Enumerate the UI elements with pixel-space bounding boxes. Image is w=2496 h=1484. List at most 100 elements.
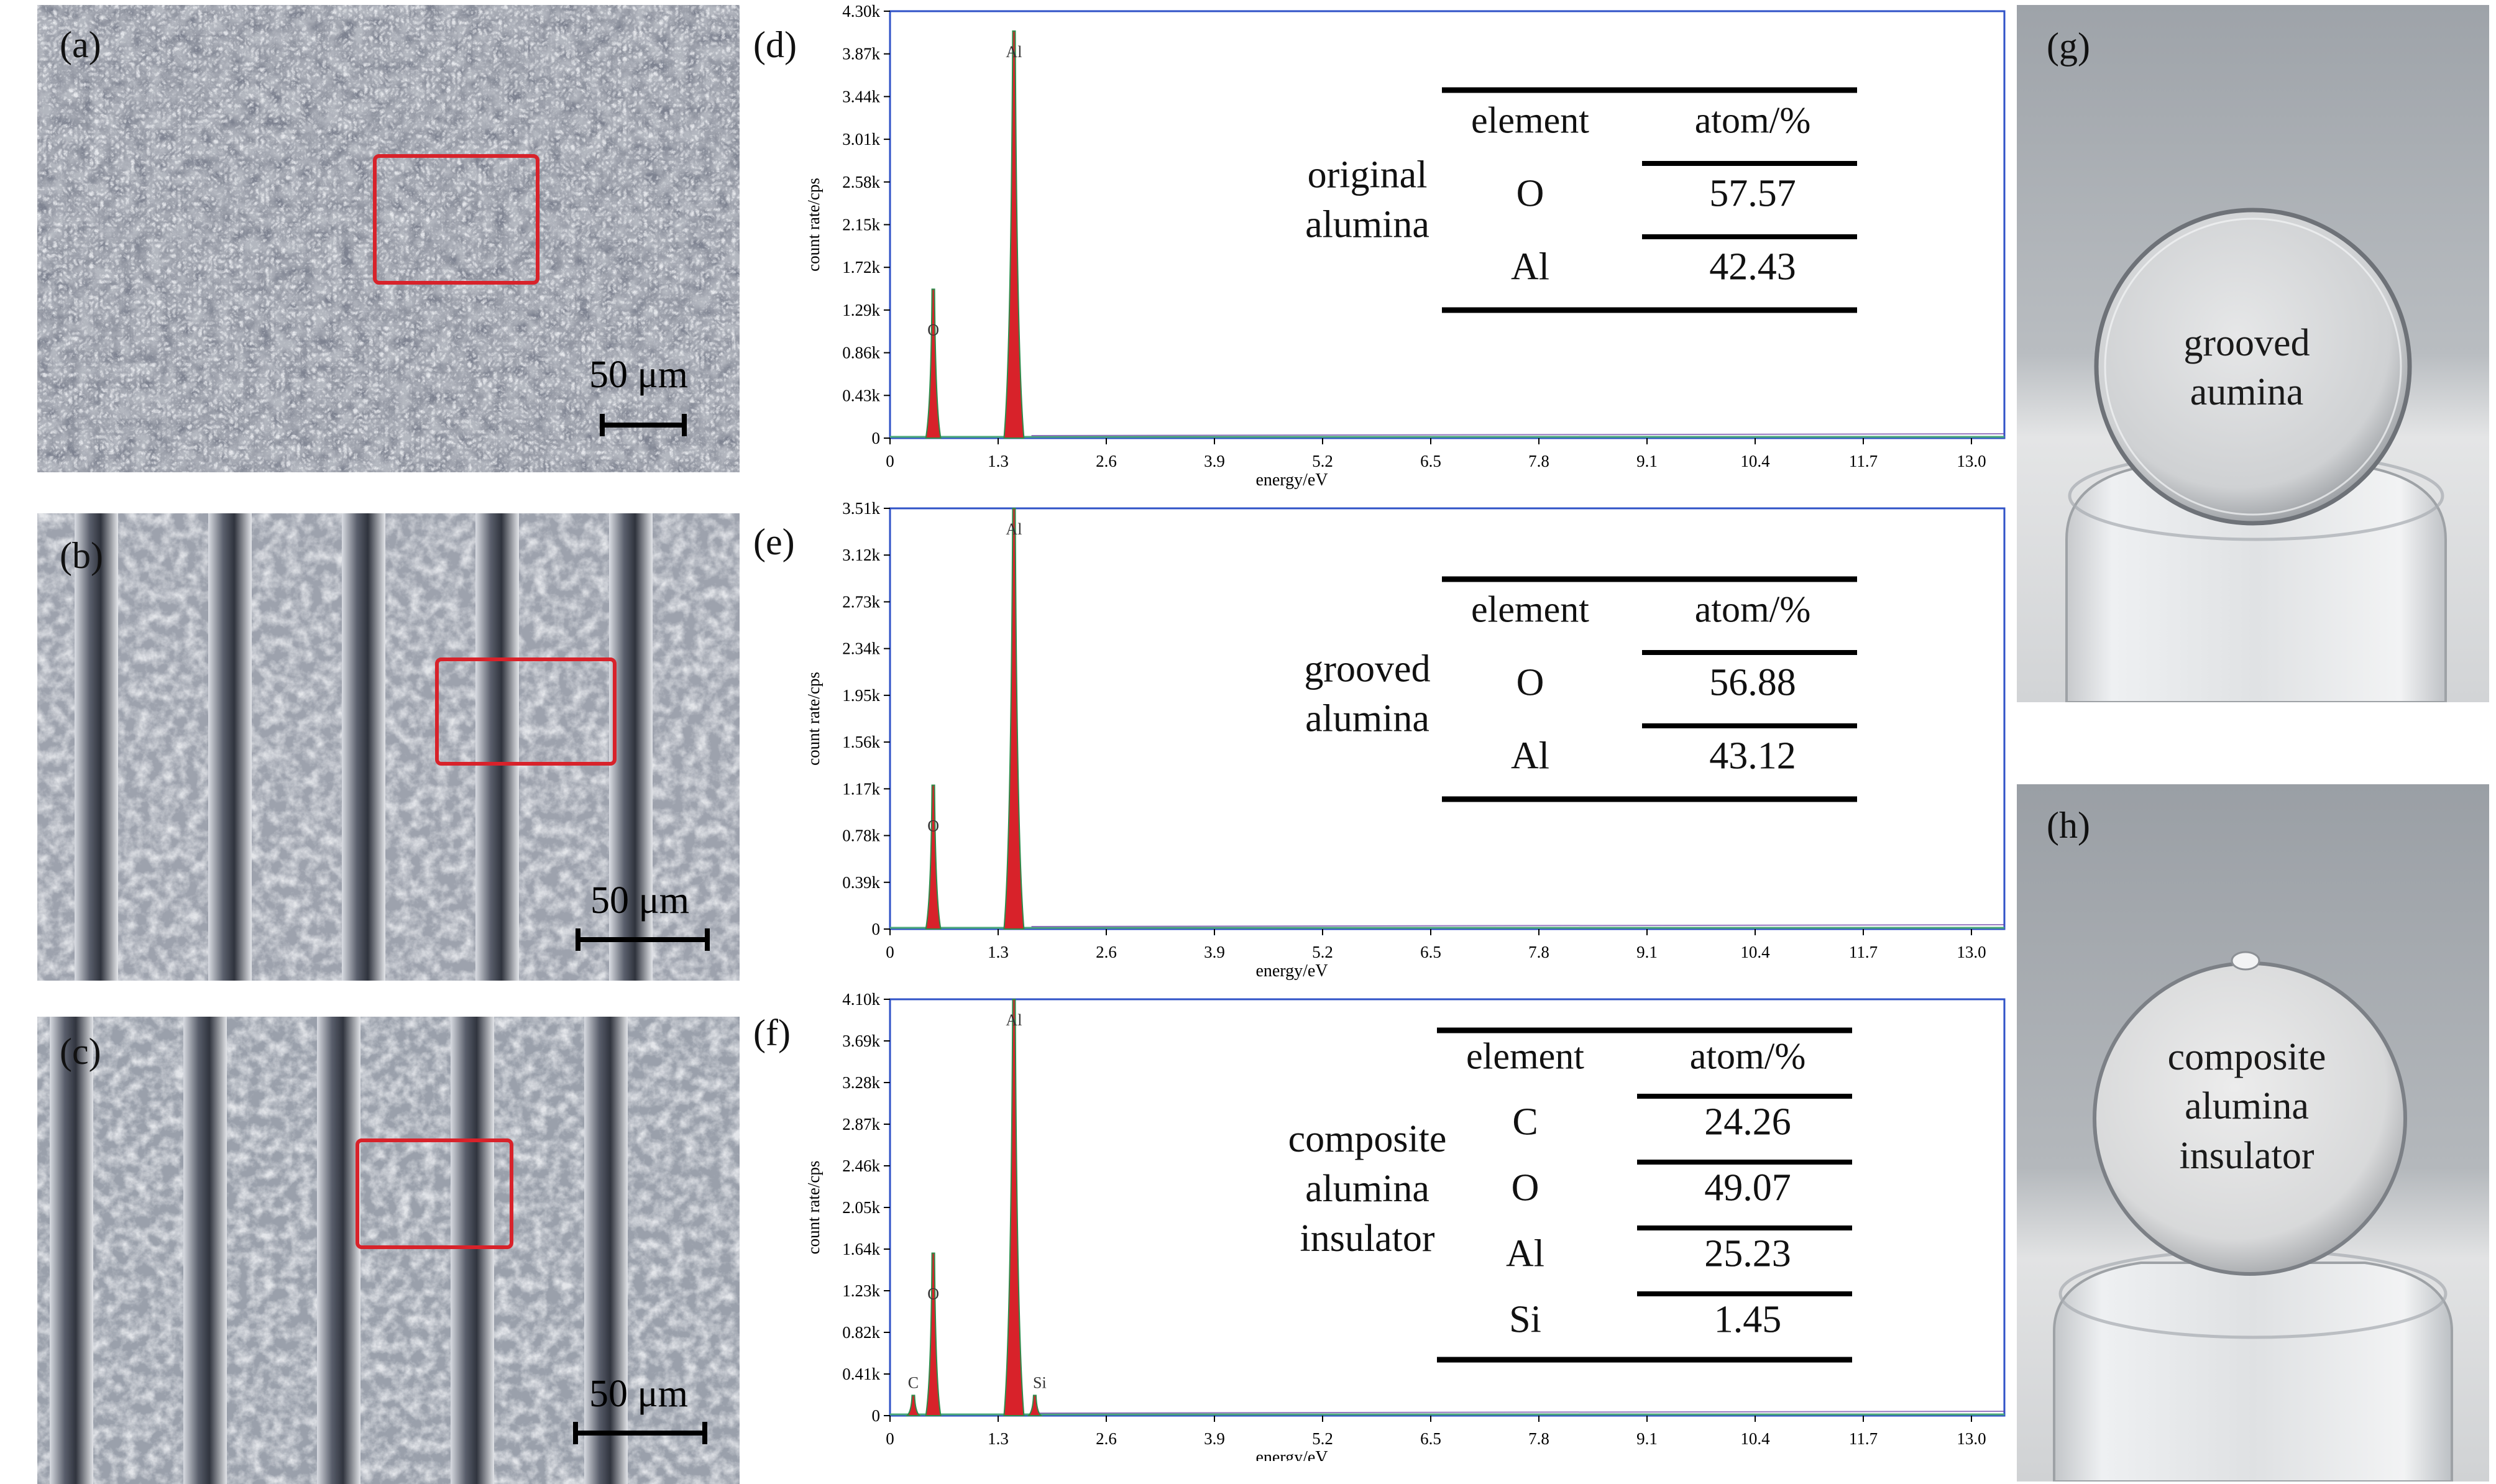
y-tick-label: 3.12k (842, 546, 880, 564)
table-cell-element: O (1512, 1166, 1539, 1209)
table-cell-value: 42.43 (1709, 245, 1796, 288)
peak-o (925, 784, 942, 930)
y-tick-label: 0 (872, 429, 881, 447)
y-tick-label: 3.69k (842, 1032, 880, 1050)
x-tick-label: 11.7 (1849, 1429, 1878, 1448)
sem-panel-b: (b) 50 μm (37, 513, 740, 981)
photo-composite-sample (2017, 784, 2489, 1482)
y-tick-label: 2.05k (842, 1198, 880, 1217)
x-tick-label: 0 (886, 452, 894, 470)
y-tick-label: 4.10k (842, 990, 880, 1009)
panel-label-b: (b) (60, 535, 103, 576)
y-tick-label: 0 (872, 1406, 881, 1425)
peak-label: Si (1033, 1373, 1047, 1391)
y-tick-label: 4.30k (842, 2, 880, 21)
photo-panel-h: (h) composite alumina insulator (2017, 784, 2489, 1482)
y-tick-label: 3.44k (842, 87, 880, 106)
y-tick-label: 3.87k (842, 45, 880, 63)
x-tick-label: 3.9 (1204, 452, 1225, 470)
roi-box (356, 1138, 513, 1249)
x-tick-label: 13.0 (1957, 452, 1986, 470)
y-tick-label: 3.28k (842, 1073, 880, 1092)
table-cell-value: 57.57 (1709, 172, 1796, 214)
table-cell-element: O (1516, 172, 1544, 214)
peak-label: Al (1006, 1011, 1022, 1029)
sample-annotation: grooved (1304, 648, 1430, 690)
x-tick-label: 9.1 (1636, 1429, 1658, 1448)
grooves (50, 1017, 628, 1484)
photo-panel-g: (g) grooved aumina (2017, 5, 2489, 702)
peak-al (1003, 999, 1025, 1416)
photo-grooved-sample (2017, 5, 2489, 702)
peak-o (925, 288, 942, 439)
y-tick-label: 1.23k (842, 1281, 880, 1300)
peak-label: O (927, 321, 939, 339)
x-tick-label: 3.9 (1204, 1429, 1225, 1448)
panel-label-h: (h) (2047, 805, 2090, 846)
y-tick-label: 0.86k (842, 344, 880, 362)
sem-image-original (37, 5, 740, 472)
table-cell-value: 25.23 (1704, 1232, 1791, 1275)
table-header: atom/% (1695, 99, 1811, 140)
y-tick-label: 0.78k (842, 827, 880, 845)
table-cell-value: 1.45 (1714, 1298, 1782, 1340)
sample-annotation: composite (1288, 1118, 1447, 1160)
x-tick-label: 6.5 (1420, 452, 1441, 470)
y-tick-label: 3.01k (842, 130, 880, 149)
scale-bar-label: 50 μm (590, 879, 689, 922)
eds-spectrum-composite: (f) 0 0.41k 0.82k 1.23k 1.64k 2.05k 2.46k 2.87k 3… (753, 990, 2006, 1467)
x-tick-label: 1.3 (988, 943, 1009, 961)
x-tick-label: 11.7 (1849, 943, 1878, 961)
y-tick-label: 1.64k (842, 1240, 880, 1258)
scale-bar-label: 50 μm (589, 354, 688, 396)
panel-label: (e) (753, 521, 795, 562)
photo-caption-line: aumina (2190, 371, 2304, 414)
photo-caption: grooved aumina (2017, 319, 2483, 418)
y-tick-label: 0.82k (842, 1323, 880, 1342)
table-header: element (1471, 99, 1589, 140)
y-axis-label: count rate/cps (804, 672, 823, 766)
x-tick-label: 9.1 (1636, 943, 1658, 961)
panel-label: (f) (753, 1012, 791, 1053)
table-header: element (1466, 1035, 1584, 1076)
panel-label-g: (g) (2047, 25, 2090, 66)
x-axis-label: energy/eV (1255, 470, 1328, 490)
peak-al (1003, 508, 1025, 930)
eds-chart-e: (e) 0 0.39k 0.78k 1.17k 1.56k 1.95k 2.34k 2.73k 3… (746, 497, 2014, 988)
x-axis-label: energy/eV (1255, 961, 1328, 981)
peak-si (1027, 1395, 1043, 1416)
y-axis-label: count rate/cps (804, 178, 823, 272)
panel-label-c: (c) (60, 1031, 101, 1072)
photo-caption-line: grooved (2183, 322, 2310, 364)
chart-frame (889, 10, 2006, 439)
chart-frame (889, 507, 2006, 930)
sem-image-grooved (37, 513, 740, 981)
background-continuum (1031, 924, 2005, 927)
x-axis-label: energy/eV (1255, 1448, 1328, 1461)
table-cell-value: 56.88 (1709, 661, 1796, 703)
table-cell-value: 24.26 (1704, 1101, 1791, 1143)
table-cell-element: Al (1511, 245, 1549, 288)
x-tick-label: 5.2 (1312, 1429, 1333, 1448)
y-tick-label: 2.87k (842, 1115, 880, 1134)
x-tick-label: 1.3 (988, 1429, 1009, 1448)
sample-annotation: insulator (1300, 1217, 1435, 1260)
x-tick-label: 6.5 (1420, 1429, 1441, 1448)
y-tick-label: 2.58k (842, 173, 880, 191)
scale-bar (573, 1422, 707, 1444)
x-tick-label: 13.0 (1957, 943, 1986, 961)
table-cell-element: Si (1509, 1298, 1541, 1340)
panel-label: (d) (753, 24, 797, 65)
background-continuum (1031, 1411, 2005, 1414)
grooves (75, 513, 653, 981)
scale-bar (576, 928, 710, 951)
peak-c (905, 1395, 922, 1416)
sample-annotation: alumina (1305, 204, 1429, 246)
sample-annotation: alumina (1305, 1168, 1429, 1210)
x-tick-label: 10.4 (1740, 943, 1770, 961)
eds-spectrum-grooved: (e) 0 0.39k 0.78k 1.17k 1.56k 1.95k 2.34k 2.73k 3… (753, 499, 2006, 981)
x-tick-label: 2.6 (1096, 943, 1117, 961)
y-tick-label: 2.15k (842, 216, 880, 234)
x-tick-label: 7.8 (1528, 1429, 1549, 1448)
peak-o (925, 1252, 942, 1416)
